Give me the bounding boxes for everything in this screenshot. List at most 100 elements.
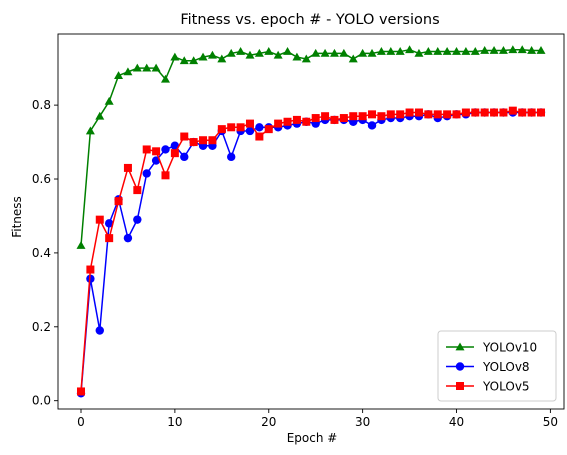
data-point-yolov10 bbox=[508, 45, 518, 54]
data-point-yolov5 bbox=[527, 108, 536, 117]
data-point-yolov10 bbox=[198, 52, 208, 61]
legend: YOLOv10 YOLOv8 YOLOv5 bbox=[437, 330, 557, 402]
data-point-yolov10 bbox=[376, 47, 386, 55]
data-point-yolov10 bbox=[226, 48, 236, 57]
data-point-yolov10 bbox=[498, 45, 508, 54]
legend-label: YOLOv8 bbox=[482, 360, 530, 374]
y-tick-label: 0.2 bbox=[32, 320, 51, 334]
data-point-yolov10 bbox=[217, 54, 227, 63]
y-tick-label: 0.8 bbox=[32, 98, 51, 112]
y-tick-label: 0.4 bbox=[32, 246, 51, 260]
data-point-yolov5 bbox=[424, 110, 433, 119]
data-point-yolov10 bbox=[207, 50, 217, 59]
data-point-yolov5 bbox=[208, 136, 217, 145]
data-point-yolov8 bbox=[95, 326, 104, 335]
data-point-yolov10 bbox=[517, 45, 527, 54]
data-point-yolov5 bbox=[217, 125, 226, 134]
data-point-yolov8 bbox=[255, 123, 264, 132]
legend-item-yolov5: YOLOv5 bbox=[446, 380, 530, 394]
data-point-yolov5 bbox=[452, 110, 461, 119]
legend-label: YOLOv5 bbox=[482, 380, 530, 394]
data-point-yolov8 bbox=[142, 169, 151, 178]
data-point-yolov10 bbox=[320, 48, 330, 57]
x-axis-label: Epoch # bbox=[287, 431, 338, 445]
data-point-yolov8 bbox=[123, 233, 133, 243]
data-point-yolov5 bbox=[339, 114, 348, 123]
data-point-yolov8 bbox=[170, 141, 180, 150]
data-point-yolov10 bbox=[311, 48, 321, 57]
series-yolov5 bbox=[77, 106, 545, 396]
data-point-yolov10 bbox=[273, 50, 283, 59]
data-point-yolov10 bbox=[470, 47, 480, 55]
x-tick-label: 50 bbox=[543, 415, 558, 429]
data-point-yolov5 bbox=[443, 110, 452, 119]
data-point-yolov8 bbox=[367, 121, 377, 130]
data-point-yolov10 bbox=[452, 47, 462, 55]
data-point-yolov5 bbox=[170, 149, 179, 158]
data-point-yolov10 bbox=[414, 48, 424, 57]
data-point-yolov5 bbox=[302, 117, 311, 126]
data-point-yolov5 bbox=[255, 132, 264, 141]
data-point-yolov5 bbox=[321, 112, 330, 121]
data-point-yolov10 bbox=[264, 47, 274, 55]
data-point-yolov10 bbox=[245, 50, 255, 59]
data-point-yolov5 bbox=[283, 117, 292, 126]
data-point-yolov10 bbox=[301, 54, 311, 63]
data-point-yolov5 bbox=[311, 114, 320, 123]
legend-item-yolov10: YOLOv10 bbox=[446, 341, 537, 355]
data-point-yolov10 bbox=[104, 96, 114, 105]
series-layer bbox=[76, 45, 546, 398]
data-point-yolov5 bbox=[414, 108, 423, 117]
x-tick-label: 0 bbox=[77, 415, 85, 429]
y-tick-label: 0.0 bbox=[32, 394, 51, 408]
data-point-yolov5 bbox=[461, 108, 470, 117]
data-point-yolov5 bbox=[189, 138, 198, 147]
data-point-yolov10 bbox=[423, 47, 433, 55]
data-point-yolov10 bbox=[114, 71, 124, 79]
series-yolov10 bbox=[76, 45, 546, 249]
axes-frame bbox=[57, 33, 565, 410]
data-point-yolov5 bbox=[537, 108, 545, 117]
data-point-yolov5 bbox=[433, 110, 442, 119]
data-point-yolov8 bbox=[180, 152, 189, 162]
legend-item-yolov8: YOLOv8 bbox=[446, 360, 530, 374]
data-point-yolov5 bbox=[161, 171, 170, 180]
data-point-yolov8 bbox=[227, 152, 236, 162]
data-point-yolov5 bbox=[123, 163, 132, 172]
data-point-yolov10 bbox=[395, 47, 405, 55]
data-point-yolov5 bbox=[377, 112, 386, 121]
data-point-yolov10 bbox=[160, 74, 170, 83]
y-axis-label: Fitness bbox=[10, 196, 24, 238]
data-point-yolov10 bbox=[151, 63, 161, 72]
data-point-yolov5 bbox=[480, 108, 489, 117]
chart-title: Fitness vs. epoch # - YOLO versions bbox=[180, 12, 439, 28]
data-point-yolov5 bbox=[386, 110, 395, 119]
data-point-yolov5 bbox=[264, 125, 273, 134]
legend-marker bbox=[455, 362, 465, 371]
data-point-yolov5 bbox=[358, 112, 367, 121]
data-point-yolov10 bbox=[489, 45, 499, 54]
data-point-yolov10 bbox=[527, 45, 537, 54]
data-point-yolov5 bbox=[86, 265, 95, 274]
data-point-yolov10 bbox=[179, 56, 189, 65]
data-point-yolov10 bbox=[254, 48, 264, 57]
data-point-yolov5 bbox=[152, 147, 161, 156]
data-point-yolov10 bbox=[189, 56, 199, 65]
data-point-yolov10 bbox=[85, 126, 95, 135]
data-point-yolov5 bbox=[95, 215, 104, 224]
x-tick-label: 10 bbox=[167, 415, 182, 429]
data-point-yolov8 bbox=[133, 215, 142, 224]
data-point-yolov5 bbox=[133, 186, 142, 195]
data-point-yolov5 bbox=[490, 108, 499, 117]
data-point-yolov8 bbox=[161, 145, 170, 154]
data-point-yolov10 bbox=[433, 47, 443, 55]
data-point-yolov5 bbox=[236, 123, 245, 132]
data-point-yolov10 bbox=[329, 48, 339, 57]
data-point-yolov5 bbox=[330, 115, 339, 124]
data-point-yolov8 bbox=[245, 126, 255, 136]
data-point-yolov10 bbox=[170, 52, 180, 61]
data-point-yolov10 bbox=[461, 47, 471, 55]
data-point-yolov5 bbox=[368, 110, 377, 119]
data-point-yolov10 bbox=[480, 45, 490, 54]
data-point-yolov10 bbox=[132, 63, 142, 72]
